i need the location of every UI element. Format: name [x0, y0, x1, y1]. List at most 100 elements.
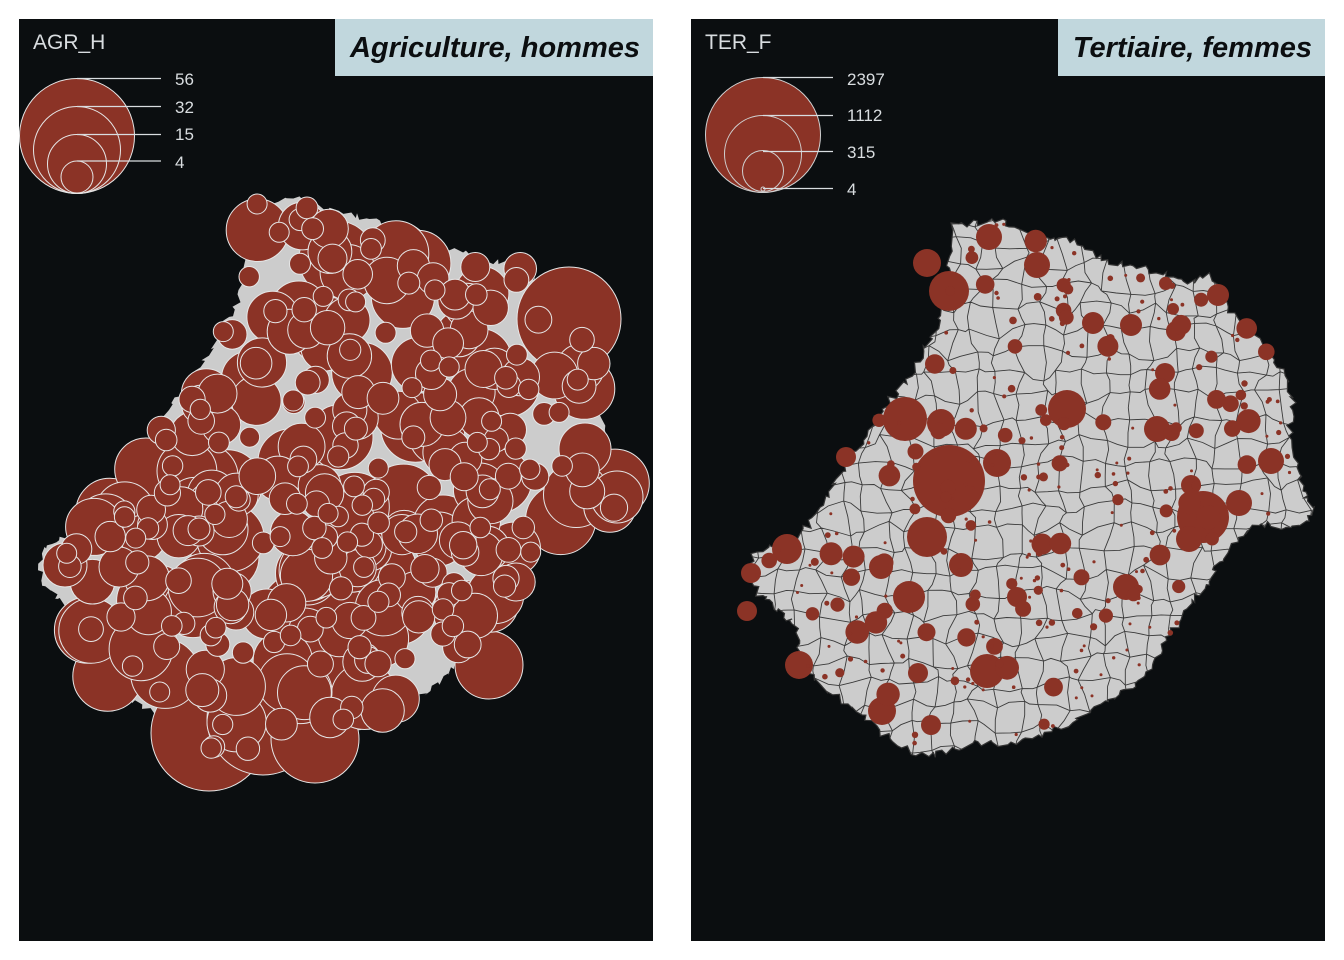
commune-circle [113, 506, 136, 528]
commune-circle [992, 376, 996, 380]
commune-circle [971, 681, 975, 686]
commune-circle [1028, 595, 1032, 599]
legend-circle-4 [60, 160, 94, 194]
commune-circle [834, 531, 839, 536]
commune-circle [106, 602, 136, 632]
commune-circle [1048, 619, 1056, 626]
commune-circle [269, 526, 291, 548]
commune-circle [301, 217, 325, 241]
commune-circle [279, 624, 302, 647]
commune-circle [954, 417, 977, 440]
commune-circle [919, 631, 923, 636]
commune-circle [1014, 732, 1018, 737]
commune-circle [1205, 532, 1219, 546]
commune-circle [1170, 422, 1182, 434]
commune-circle [347, 635, 372, 660]
commune-circle [940, 491, 952, 503]
commune-circle [883, 397, 927, 441]
commune-circle [996, 296, 1000, 300]
commune-circle [327, 445, 350, 468]
proportional-circles-layer [737, 222, 1292, 746]
commune-circle [979, 424, 988, 433]
commune-circle [317, 502, 339, 524]
commune-circle [772, 534, 802, 564]
commune-circle [286, 492, 308, 515]
commune-circle [1178, 491, 1201, 515]
commune-circle [1036, 462, 1041, 466]
commune-circle [438, 356, 460, 378]
commune-circle [1051, 455, 1068, 472]
commune-circle [1051, 724, 1055, 728]
commune-circle [441, 614, 465, 638]
commune-circle [992, 452, 996, 456]
commune-circle [1073, 668, 1079, 674]
commune-circle [824, 532, 831, 538]
commune-circle [1027, 488, 1031, 492]
commune-circle [238, 266, 260, 288]
commune-circle [287, 455, 309, 478]
commune-circle [268, 221, 290, 243]
commune-circle [506, 343, 528, 366]
commune-circle [312, 285, 334, 307]
commune-circle [566, 368, 589, 391]
commune-circle [925, 354, 945, 374]
commune-circle [830, 597, 845, 612]
commune-circle [291, 297, 317, 323]
commune-circle [1074, 696, 1078, 700]
commune-circle [965, 596, 981, 612]
commune-circle [1236, 409, 1261, 434]
commune-circle [200, 737, 222, 759]
commune-circle [1231, 333, 1235, 338]
commune-circle [1112, 494, 1124, 506]
commune-circle [1065, 350, 1071, 355]
commune-circle [805, 607, 820, 621]
commune-circle [1006, 578, 1018, 590]
commune-circle [1265, 434, 1269, 438]
commune-circle [1172, 528, 1177, 533]
commune-circle [974, 619, 980, 625]
commune-circle [974, 538, 978, 542]
commune-circle [909, 503, 921, 515]
commune-circle [848, 631, 853, 636]
commune-circle [238, 457, 277, 496]
commune-circle [1131, 426, 1135, 430]
commune-circle [1110, 511, 1114, 515]
commune-circle [431, 598, 455, 621]
commune-circle [1157, 316, 1161, 321]
commune-circle [797, 543, 802, 548]
size-legend: 56 32 15 4 [19, 70, 194, 194]
commune-circle [460, 252, 491, 282]
commune-circle [1036, 549, 1042, 555]
commune-circle [1275, 399, 1280, 404]
commune-circle [863, 659, 868, 664]
commune-circle [309, 310, 346, 346]
commune-circle [494, 462, 522, 490]
commune-circle [990, 463, 995, 467]
commune-circle [360, 238, 382, 260]
commune-circle [965, 677, 971, 682]
legend-value-2: 1112 [847, 106, 882, 125]
commune-circle [864, 611, 888, 634]
commune-circle [56, 542, 78, 564]
commune-circle [737, 601, 757, 621]
commune-circle [1090, 694, 1094, 698]
commune-circle [1287, 470, 1292, 475]
commune-circle [342, 259, 374, 290]
commune-circle [265, 707, 298, 741]
commune-circle [950, 676, 960, 686]
commune-circle [965, 520, 977, 531]
commune-circle [189, 398, 211, 420]
commune-circle [1236, 318, 1257, 339]
commune-circle [1167, 303, 1179, 315]
commune-circle [1207, 390, 1226, 409]
commune-circle [1049, 532, 1072, 555]
commune-circle [332, 708, 355, 731]
commune-circle [957, 568, 962, 573]
commune-circle [1124, 273, 1128, 277]
commune-circle [1148, 625, 1152, 629]
commune-circle [336, 531, 359, 553]
commune-circle [235, 736, 261, 761]
commune-circle [1112, 480, 1119, 487]
commune-circle [1059, 320, 1065, 327]
commune-circle [1044, 677, 1063, 697]
